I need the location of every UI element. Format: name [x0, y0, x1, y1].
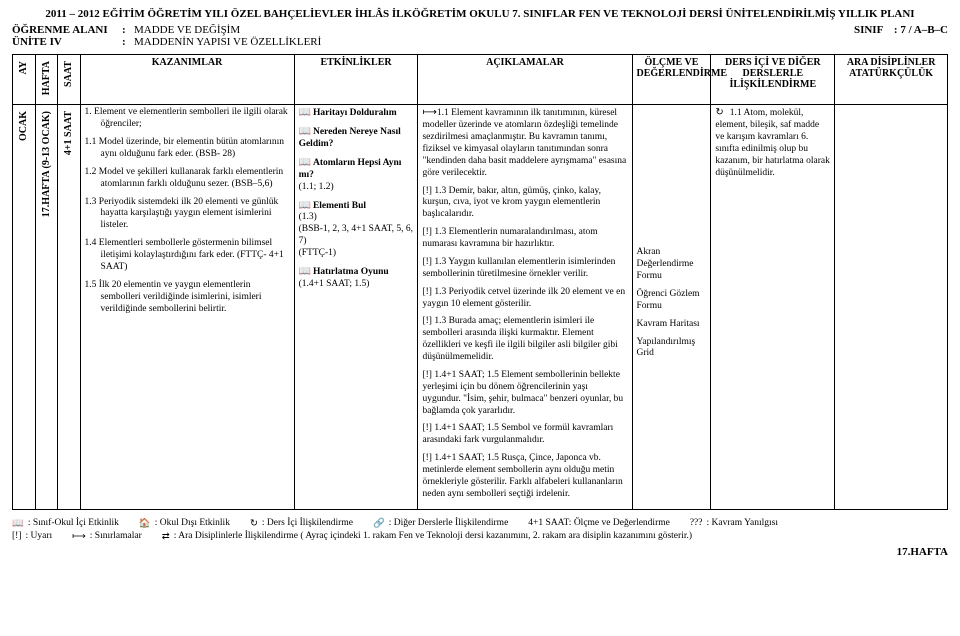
- book-icon: 📖: [299, 266, 311, 279]
- aci-3: [!] 1.3 Elementlerin numaralandırılması,…: [422, 227, 627, 251]
- unite-label: ÜNİTE IV: [12, 36, 122, 48]
- legend-olcme: 4+1 SAAT: Ölçme ve Değerlendirme: [528, 518, 670, 529]
- cell-etkinlikler: 📖 Haritayı Dolduralım 📖 Nereden Nereye N…: [294, 105, 418, 509]
- book-icon: 📖: [299, 107, 311, 120]
- aci-7: [!] 1.4+1 SAAT; 1.5 Element sembollerini…: [422, 370, 627, 418]
- etk-5: Hatırlatma Oyunu: [313, 267, 389, 277]
- aci-4: [!] 1.3 Yaygın kullanılan elementlerin i…: [422, 257, 627, 281]
- ders-1: 1.1 Atom, molekül, element, bileşik, saf…: [715, 108, 829, 177]
- etk-4c: (BSB-1, 2, 3, 4+1 SAAT, 5, 6, 7): [299, 224, 413, 246]
- cell-olcme: Akran Değerlendirme Formu Öğrenci Gözlem…: [632, 105, 711, 509]
- warn-icon: [!]: [12, 531, 22, 542]
- col-olcme: ÖLÇME VE DEĞERLENDİRME: [632, 55, 711, 105]
- legend-uyari: : Uyarı: [26, 531, 53, 542]
- kaz-1-3: 1.3 Periyodik sistemdeki ilk 20 elementi…: [85, 197, 290, 233]
- page-title: 2011 – 2012 EĞİTİM ÖĞRETİM YILI ÖZEL BAH…: [12, 8, 948, 20]
- col-ay: AY: [13, 55, 36, 105]
- etk-4: Elementi Bul: [313, 201, 366, 211]
- unite-value: MADDENİN YAPISI VE ÖZELLİKLERİ: [134, 36, 321, 48]
- aci-6: [!] 1.3 Burada amaç; elementlerin isimle…: [422, 316, 627, 364]
- legend: 📖 : Sınıf-Okul İçi Etkinlik 🏠 : Okul Dışı …: [12, 518, 948, 542]
- book-icon: 📖: [299, 157, 311, 170]
- link-icon: 🔗: [373, 518, 385, 529]
- colon: :: [122, 24, 134, 36]
- olc-4: Yapılandırılmış Grid: [637, 337, 707, 361]
- limit-icon: ⟼: [422, 107, 434, 120]
- legend-sinir: : Sınırlamalar: [90, 531, 142, 542]
- kaz-1-1: 1.1 Model üzerinde, bir elementin bütün …: [85, 137, 290, 161]
- kaz-1-5: 1.5 İlk 20 elementin ve yaygın elementle…: [85, 280, 290, 316]
- legend-diger: : Diğer Derslerle İlişkilendirme: [389, 518, 509, 529]
- aci-2: [!] 1.3 Demir, bakır, altın, gümüş, çink…: [422, 186, 627, 222]
- etk-1: Haritayı Dolduralım: [313, 108, 397, 118]
- sinif-value: : 7 / A–B–C: [894, 24, 948, 36]
- legend-kavram: : Kavram Yanılgısı: [707, 518, 779, 529]
- legend-ders-ici: : Ders İçi İlişkilendirme: [262, 518, 353, 529]
- col-etkinlikler: ETKİNLİKLER: [294, 55, 418, 105]
- etk-3: Atomların Hepsi Aynı mı?: [299, 158, 402, 180]
- col-hafta: HAFTA: [35, 55, 58, 105]
- olc-2: Öğrenci Gözlem Formu: [637, 289, 707, 313]
- house-icon: 🏠: [139, 518, 151, 529]
- aci-8: [!] 1.4+1 SAAT; 1.5 Sembol ve formül kav…: [422, 423, 627, 447]
- legend-okul-disi: : Okul Dışı Etkinlik: [155, 518, 230, 529]
- col-aciklamalar: AÇIKLAMALAR: [418, 55, 632, 105]
- cell-aciklamalar: ⟼ 1.1 Element kavramının ilk tanıtımının…: [418, 105, 632, 509]
- kaz-intro: 1. Element ve elementlerin sembolleri il…: [85, 107, 290, 131]
- ogrenme-value: MADDE VE DEĞİŞİM: [134, 24, 240, 36]
- ogrenme-label: ÖĞRENME ALANI: [12, 24, 122, 36]
- etk-2: Nereden Nereye Nasıl Geldim?: [299, 127, 401, 149]
- question-icon: ???: [690, 518, 703, 529]
- col-ders: DERS İÇİ VE DİĞER DERSLERLE İLİŞKİLENDİR…: [711, 55, 835, 105]
- etk-3b: (1.1; 1.2): [299, 182, 334, 192]
- aci-5: [!] 1.3 Periyodik cetvel üzerinde ilk 20…: [422, 287, 627, 311]
- olc-3: Kavram Haritası: [637, 319, 707, 331]
- etk-4d: (FTTÇ-1): [299, 248, 336, 258]
- etk-4b: (1.3): [299, 212, 317, 222]
- cell-hafta: 17.HAFTA (9-13 OCAK): [35, 105, 58, 509]
- cell-ay: OCAK: [13, 105, 36, 509]
- cell-kazanimlar: 1. Element ve elementlerin sembolleri il…: [80, 105, 294, 509]
- inter-icon: ⇄: [162, 531, 170, 542]
- sinif-label: SINIF: [854, 24, 883, 36]
- plan-table: AY HAFTA SAAT KAZANIMLAR ETKİNLİKLER AÇI…: [12, 54, 948, 510]
- etk-5b: (1.4+1 SAAT; 1.5): [299, 279, 370, 289]
- cycle-icon: ↻: [250, 518, 258, 529]
- cell-saat: 4+1 SAAT: [58, 105, 81, 509]
- header-block: ÖĞRENME ALANI : MADDE VE DEĞİŞİM ÜNİTE I…: [12, 24, 948, 54]
- cycle-icon: ↻: [715, 107, 727, 120]
- col-kazanimlar: KAZANIMLAR: [80, 55, 294, 105]
- kaz-1-2: 1.2 Model ve şekilleri kullanarak farklı…: [85, 167, 290, 191]
- olc-1: Akran Değerlendirme Formu: [637, 247, 707, 283]
- book-icon: 📖: [299, 200, 311, 213]
- col-saat: SAAT: [58, 55, 81, 105]
- limit-icon: ⟼: [72, 531, 86, 542]
- week-footer: 17.HAFTA: [12, 546, 948, 558]
- cell-ders-ici: ↻ 1.1 Atom, molekül, element, bileşik, s…: [711, 105, 835, 509]
- legend-sinif-okul: : Sınıf-Okul İçi Etkinlik: [28, 518, 119, 529]
- legend-ara: : Ara Disiplinlerle İlişkilendirme ( Ayr…: [174, 531, 692, 542]
- cell-ara: [835, 105, 948, 509]
- aci-9: [!] 1.4+1 SAAT; 1.5 Rusça, Çince, Japonc…: [422, 453, 627, 501]
- aci-1: 1.1 Element kavramının ilk tanıtımının, …: [422, 108, 626, 177]
- book-icon: 📖: [12, 518, 24, 529]
- col-ara: ARA DİSİPLİNLER ATATÜRKÇÜLÜK: [835, 55, 948, 105]
- colon: :: [122, 36, 134, 48]
- kaz-1-4: 1.4 Elementleri sembollerle göstermenin …: [85, 238, 290, 274]
- book-icon: 📖: [299, 126, 311, 139]
